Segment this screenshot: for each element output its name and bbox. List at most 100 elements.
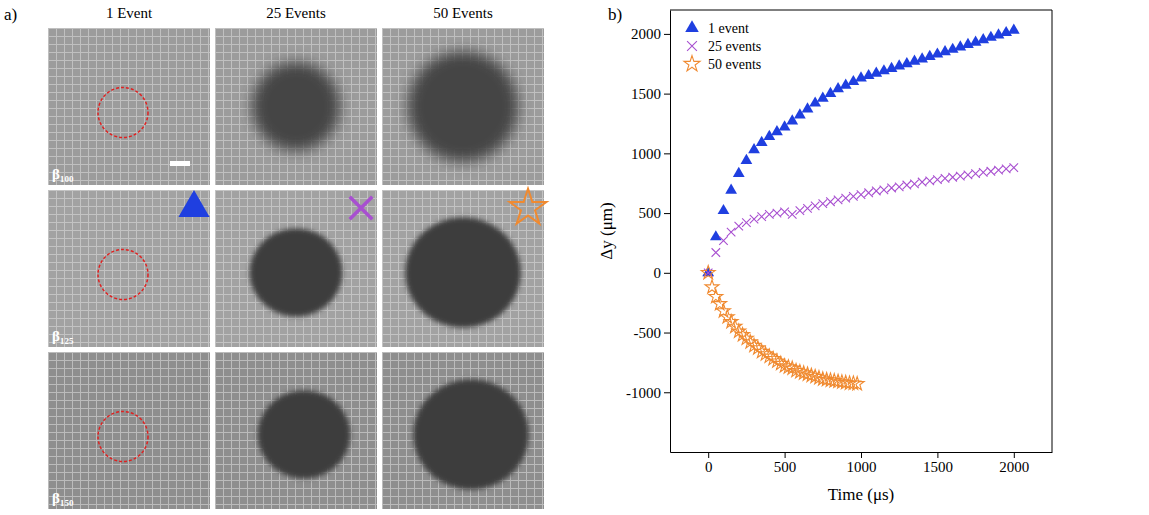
y-tick-label: 500 xyxy=(639,205,662,221)
data-point xyxy=(725,184,737,194)
data-point xyxy=(1002,165,1011,174)
image-tile xyxy=(215,352,377,509)
damage-region xyxy=(405,218,521,328)
image-tile: β₁₂₅ xyxy=(48,190,210,347)
x-tick-label: 2000 xyxy=(999,459,1029,475)
data-point xyxy=(895,183,904,192)
tile-texture xyxy=(48,352,210,509)
data-point xyxy=(727,228,736,237)
damage-region xyxy=(258,391,350,479)
column-header: 25 Events xyxy=(266,5,326,21)
data-point xyxy=(734,222,743,231)
y-axis-title: Δy (μm) xyxy=(597,202,616,259)
data-point xyxy=(979,168,988,177)
damage-region xyxy=(252,63,340,151)
data-point xyxy=(933,175,942,184)
tile-texture xyxy=(48,28,210,185)
x-tick-label: 0 xyxy=(705,459,713,475)
tile-texture xyxy=(215,28,377,185)
image-tile xyxy=(382,352,544,509)
image-tile xyxy=(215,190,377,347)
y-tick-label: -1000 xyxy=(626,385,661,401)
x-tick: 2000 xyxy=(999,452,1029,475)
y-tick-label: 1000 xyxy=(631,146,661,162)
row-label: β₁₀₀ xyxy=(52,166,74,182)
row-label: β₁₂₅ xyxy=(52,328,74,344)
data-point xyxy=(788,210,797,219)
x-tick: 0 xyxy=(705,452,713,475)
data-point xyxy=(719,236,728,245)
damage-region xyxy=(250,229,342,317)
tile-background xyxy=(48,352,210,509)
data-point xyxy=(1010,163,1019,172)
tile-texture xyxy=(382,28,544,185)
y-tick-label: 0 xyxy=(654,265,662,281)
tile-background xyxy=(48,28,210,185)
data-point xyxy=(864,189,873,198)
data-point xyxy=(971,169,980,178)
data-point xyxy=(925,177,934,186)
image-tile xyxy=(215,28,377,185)
y-tick-mark xyxy=(664,94,670,95)
y-tick-mark xyxy=(664,213,670,214)
data-point xyxy=(757,212,766,221)
data-point xyxy=(872,187,881,196)
data-point xyxy=(956,172,965,181)
y-tick: 500 xyxy=(639,205,671,221)
y-tick: -500 xyxy=(634,325,671,341)
x-tick-mark xyxy=(861,452,862,458)
data-point xyxy=(948,173,957,182)
image-tile: β₁₅₀ xyxy=(48,352,210,509)
row-label: β₁₅₀ xyxy=(52,490,74,506)
series xyxy=(704,163,1018,277)
data-point xyxy=(857,190,866,199)
tile-background xyxy=(215,352,377,509)
tile-texture xyxy=(215,190,377,347)
column-header: 1 Event xyxy=(106,5,153,21)
data-point xyxy=(849,192,858,201)
data-point xyxy=(994,166,1003,175)
data-point xyxy=(765,210,774,219)
y-tick-mark xyxy=(664,392,670,393)
data-point xyxy=(712,248,721,257)
data-point xyxy=(826,197,835,206)
figure: a)b)1 Event25 Events50 Eventsβ₁₀₀β₁₂₅β₁₅… xyxy=(0,0,1149,515)
damage-region xyxy=(408,52,518,162)
tile-background xyxy=(382,28,544,185)
panel-label: b) xyxy=(608,5,622,24)
image-tile xyxy=(382,28,544,185)
y-tick: -1000 xyxy=(626,385,670,401)
data-point xyxy=(710,230,722,240)
data-point xyxy=(987,167,996,176)
x-tick: 500 xyxy=(774,452,797,475)
data-point xyxy=(701,265,715,278)
data-point xyxy=(819,199,828,208)
y-tick-mark xyxy=(664,273,670,274)
scale-bar xyxy=(170,161,190,166)
x-tick-mark xyxy=(1014,452,1015,458)
legend-label: 25 events xyxy=(708,39,761,54)
y-tick: 1500 xyxy=(631,86,670,102)
y-tick: 1000 xyxy=(631,146,670,162)
x-tick: 1000 xyxy=(847,452,877,475)
data-point xyxy=(780,208,789,217)
tile-background xyxy=(215,190,377,347)
tile-marker xyxy=(510,189,547,224)
data-point xyxy=(964,171,973,180)
legend-marker xyxy=(684,56,700,71)
x-tick-mark xyxy=(785,452,786,458)
y-tick: 2000 xyxy=(631,26,670,42)
x-tick-label: 1000 xyxy=(847,459,877,475)
y-axis-line xyxy=(670,11,671,453)
legend-marker xyxy=(687,41,697,51)
tile-texture xyxy=(48,190,210,347)
data-point xyxy=(941,174,950,183)
data-point xyxy=(803,204,812,213)
data-point xyxy=(702,266,714,276)
x-axis-title: Time (μs) xyxy=(828,485,895,504)
x-axis: 0 500 1000 1500 2000 xyxy=(671,452,1053,475)
x-tick-label: 1500 xyxy=(923,459,953,475)
plot-area xyxy=(701,24,1019,390)
data-point xyxy=(834,196,843,205)
tile-background xyxy=(215,28,377,185)
